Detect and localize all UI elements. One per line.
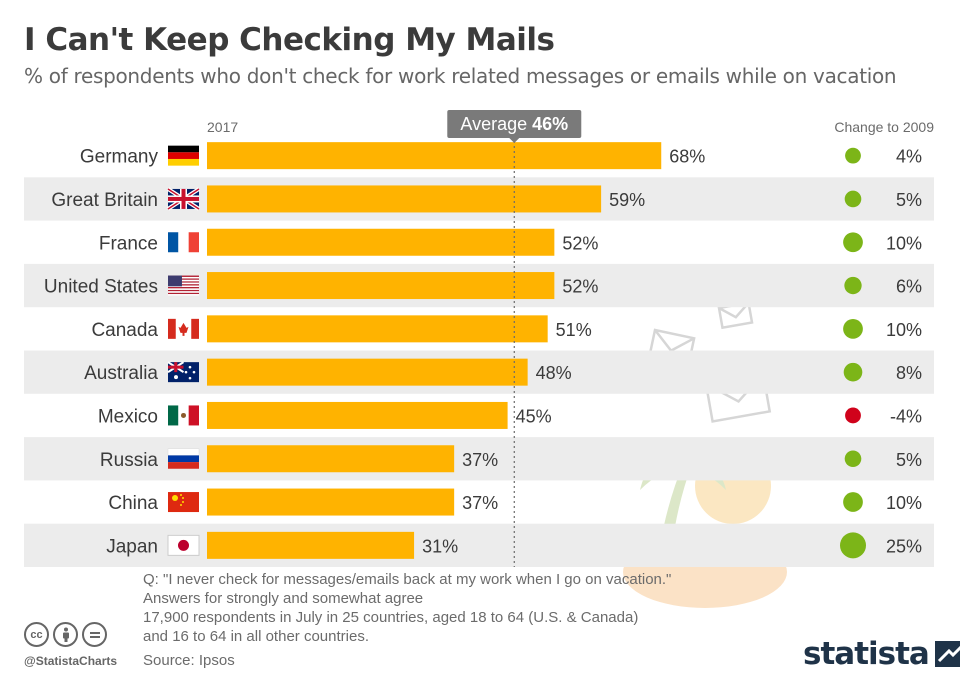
category-label: Japan	[106, 536, 158, 557]
average-label: Average 46%	[460, 114, 568, 134]
note-line: Answers for strongly and somewhat agree	[143, 590, 424, 607]
change-dot	[844, 190, 862, 208]
bar	[207, 488, 455, 516]
flag-japan-icon	[167, 534, 200, 556]
average-badge	[447, 110, 582, 138]
bar	[207, 445, 455, 473]
chart-title: I Can't Keep Checking My Mails	[24, 22, 555, 58]
value-label: 51%	[556, 320, 592, 340]
change-dot	[843, 492, 863, 512]
note-line: and 16 to 64 in all other countries.	[143, 628, 369, 645]
average-badge-pointer	[509, 138, 520, 143]
change-dot	[844, 276, 862, 295]
bar	[207, 315, 548, 343]
value-label: 48%	[536, 363, 572, 383]
logo-mark-icon	[934, 641, 960, 667]
change-header: Change to 2009	[834, 119, 934, 135]
category-label: Russia	[100, 450, 159, 471]
change-dot	[843, 362, 863, 382]
value-label: 68%	[669, 147, 705, 167]
change-dot	[843, 232, 863, 253]
value-label: 52%	[562, 277, 598, 297]
note-line: Q: "I never check for messages/emails ba…	[143, 571, 672, 588]
change-label: 10%	[886, 233, 922, 253]
change-label: 5%	[896, 190, 922, 210]
flag-united-states-icon	[168, 275, 199, 296]
bar	[207, 531, 415, 559]
category-label: Germany	[80, 147, 159, 168]
change-dot	[840, 532, 866, 559]
bar	[207, 142, 662, 170]
category-label: Canada	[91, 320, 158, 341]
bar	[207, 228, 555, 256]
twitter-handle[interactable]: @StatistaCharts	[24, 654, 118, 668]
value-label: 37%	[462, 493, 498, 513]
flag-china-icon	[168, 492, 199, 513]
change-label: 10%	[886, 493, 922, 513]
flag-australia-icon	[167, 361, 199, 383]
bar	[207, 401, 508, 429]
flag-russia-icon	[167, 448, 200, 469]
row-background	[24, 523, 934, 567]
change-label: 25%	[886, 536, 922, 556]
category-label: France	[99, 233, 158, 254]
change-label: 8%	[896, 363, 922, 383]
average-value: 46%	[532, 114, 568, 134]
change-label: -4%	[890, 406, 922, 426]
value-label: 52%	[562, 233, 598, 253]
change-label: 4%	[896, 147, 922, 167]
license-icons: cc	[24, 622, 107, 647]
change-dot	[845, 147, 861, 164]
category-label: China	[108, 493, 158, 514]
note-line: 17,900 respondents in July in 25 countri…	[143, 609, 639, 626]
value-label: 59%	[609, 190, 645, 210]
logo-text: statista	[803, 636, 930, 672]
value-label: 31%	[422, 536, 458, 556]
flag-mexico-icon	[168, 405, 199, 426]
bar	[207, 185, 602, 213]
nd-icon[interactable]	[82, 622, 107, 647]
change-dot	[845, 407, 861, 424]
flag-canada-icon	[168, 318, 199, 339]
average-label-text: Average	[460, 114, 532, 134]
by-icon[interactable]	[53, 622, 78, 647]
statista-logo[interactable]: statista	[803, 636, 960, 672]
category-label: United States	[44, 277, 158, 298]
change-label: 6%	[896, 277, 922, 297]
value-label: 37%	[462, 450, 498, 470]
source-note: Source: Ipsos	[143, 652, 235, 669]
change-label: 10%	[886, 320, 922, 340]
cc-icon[interactable]: cc	[24, 622, 49, 647]
flag-great-britain-icon	[166, 187, 201, 211]
flag-germany-icon	[168, 145, 199, 166]
chart-notes: Q: "I never check for messages/emails ba…	[143, 570, 671, 646]
category-label: Great Britain	[51, 190, 158, 211]
change-label: 5%	[896, 450, 922, 470]
change-dot	[843, 318, 863, 339]
change-dot	[844, 450, 862, 468]
year-label: 2017	[207, 119, 238, 135]
flag-france-icon	[168, 232, 199, 253]
category-label: Mexico	[98, 406, 158, 427]
bar	[207, 272, 555, 300]
category-label: Australia	[84, 363, 158, 384]
chart-subtitle: % of respondents who don't check for wor…	[24, 64, 897, 88]
bar	[207, 358, 528, 386]
value-label: 45%	[516, 406, 552, 426]
